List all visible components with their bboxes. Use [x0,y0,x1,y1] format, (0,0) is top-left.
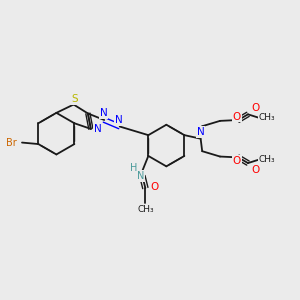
Text: O: O [151,182,159,192]
Text: S: S [71,94,77,104]
Text: N: N [137,171,145,181]
Text: CH₃: CH₃ [137,205,154,214]
Text: O: O [251,103,260,113]
Text: CH₃: CH₃ [258,155,275,164]
Text: CH₃: CH₃ [258,113,275,122]
Text: O: O [251,165,260,175]
Text: H: H [130,163,137,173]
Text: N: N [94,124,101,134]
Text: N: N [197,127,205,137]
Text: O: O [233,156,241,166]
Text: N: N [100,108,107,118]
Text: O: O [233,112,241,122]
Text: Br: Br [6,138,17,148]
Text: N: N [115,115,123,125]
